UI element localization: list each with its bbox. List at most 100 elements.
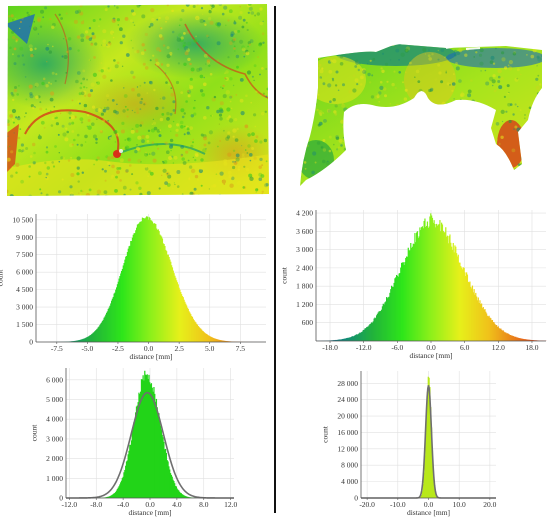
histogram-bar — [516, 337, 518, 341]
histogram-bar — [120, 480, 123, 498]
histogram-bar — [401, 262, 403, 341]
histogram-bar — [428, 226, 430, 341]
histogram-bar — [471, 288, 473, 341]
histogram-bar — [451, 246, 453, 341]
histogram-bar — [352, 336, 354, 341]
histogram-bar — [118, 486, 120, 498]
histogram-bar — [389, 292, 391, 341]
histogram-bar — [165, 452, 168, 498]
histogram-bar — [519, 338, 521, 341]
histogram-bar — [176, 280, 178, 342]
y-tick-label: 3 000 — [296, 245, 313, 254]
histogram-bar — [212, 337, 214, 342]
y-tick-label: 3 600 — [296, 227, 313, 236]
histogram-bar — [504, 332, 506, 341]
histogram-bar — [355, 334, 357, 341]
histogram-bar — [391, 285, 393, 341]
y-tick-label: 0 — [59, 494, 63, 503]
histogram-bar — [388, 296, 390, 341]
histogram-bar — [515, 336, 517, 341]
histogram-bar — [124, 259, 126, 342]
histogram-bar — [178, 490, 180, 498]
histogram-bar — [107, 308, 109, 342]
right-middle-histogram: -18.0 -12.0 -6.0 0.0 6.0 12.0 18.0 600 1 200 1 80… — [280, 209, 547, 360]
y-tick-label: 4 500 — [16, 285, 33, 294]
histogram-bar — [376, 315, 378, 341]
histogram-bar — [516, 337, 519, 341]
histogram-bar — [416, 231, 419, 341]
histogram-bar — [430, 407, 432, 498]
histogram-bar — [505, 332, 507, 341]
x-tick-label: -4.0 — [117, 500, 129, 509]
histogram-bar — [179, 289, 181, 342]
histogram-bar — [113, 293, 115, 342]
histogram-bar — [445, 227, 447, 341]
histogram-bar — [146, 216, 149, 342]
histogram-bar — [103, 317, 105, 342]
histogram-bar — [135, 406, 138, 498]
histogram-bar — [154, 223, 156, 342]
histogram-bar — [221, 340, 223, 342]
histogram-bar — [417, 238, 419, 341]
histogram-bar — [454, 245, 456, 341]
histogram-bar — [98, 326, 100, 342]
histogram-bar — [421, 227, 423, 341]
histogram-bar — [215, 338, 217, 342]
histogram-bar — [480, 303, 482, 341]
histogram-bar — [441, 224, 444, 341]
histogram-bar — [372, 321, 374, 341]
histogram-bar — [377, 312, 379, 341]
x-tick-label: -12.0 — [62, 500, 78, 509]
histogram-bar — [131, 241, 133, 342]
panel-divider — [274, 6, 276, 513]
histogram-bar — [181, 494, 183, 498]
histogram-bar — [99, 324, 101, 342]
histogram-bar — [130, 240, 132, 342]
histogram-bar — [196, 324, 199, 342]
histogram-bar — [479, 300, 481, 341]
histogram-bar — [529, 339, 531, 341]
x-tick-label: -7.5 — [51, 344, 63, 353]
histogram-bar — [134, 233, 136, 342]
histogram-bar — [422, 484, 424, 498]
histogram-bar — [492, 322, 494, 341]
histogram-bars — [93, 370, 204, 498]
histogram-bar — [120, 482, 122, 498]
histogram-bar — [106, 312, 108, 342]
histogram-bar — [477, 297, 479, 341]
histogram-bar — [402, 262, 404, 341]
histogram-bar — [390, 289, 392, 341]
histogram-bar — [426, 391, 429, 498]
histogram-bar — [112, 296, 114, 342]
histogram-bar — [346, 337, 349, 341]
x-tick-label: 8.0 — [199, 500, 209, 509]
histogram-bar — [493, 322, 495, 341]
histogram-bar — [374, 317, 376, 341]
histogram-bar — [532, 340, 534, 341]
histogram-bar — [123, 472, 125, 498]
histogram-bar — [435, 227, 437, 341]
histogram-bar — [353, 335, 355, 341]
y-tick-label: 9 000 — [16, 233, 33, 242]
histogram-bar — [93, 332, 95, 342]
y-tick-label: 16 000 — [337, 428, 358, 437]
histogram-bar — [154, 401, 157, 498]
histogram-bar — [110, 495, 112, 498]
histogram-bar — [168, 466, 170, 498]
histogram-bars — [46, 216, 258, 342]
histogram-bar — [135, 230, 137, 342]
histogram-bar — [72, 341, 74, 342]
histogram-bar — [159, 425, 162, 498]
histogram-bar — [183, 299, 185, 342]
histogram-bar — [333, 340, 335, 341]
histogram-bar — [433, 220, 435, 341]
histogram-bar — [139, 394, 141, 498]
histogram-bar — [94, 331, 96, 342]
histogram-bar — [385, 301, 387, 341]
histogram-bar — [511, 335, 513, 341]
histogram-bar — [338, 339, 340, 341]
histogram-bar — [172, 479, 174, 498]
histogram-bar — [164, 449, 166, 498]
